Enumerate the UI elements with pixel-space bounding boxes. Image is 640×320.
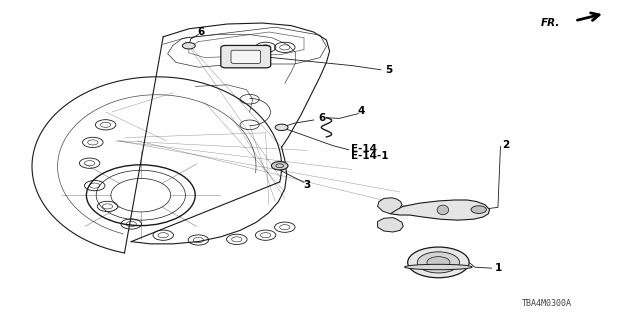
Text: E-14: E-14 <box>351 144 377 154</box>
Text: 6: 6 <box>197 27 205 37</box>
Circle shape <box>408 247 469 278</box>
Polygon shape <box>378 198 402 214</box>
Text: 6: 6 <box>318 113 325 124</box>
Text: 1: 1 <box>495 263 502 273</box>
Circle shape <box>271 162 288 170</box>
Ellipse shape <box>437 205 449 215</box>
Text: 4: 4 <box>358 106 365 116</box>
Text: TBA4M0300A: TBA4M0300A <box>522 299 572 308</box>
Circle shape <box>417 252 460 273</box>
Circle shape <box>275 124 288 131</box>
Polygon shape <box>378 218 403 232</box>
Text: E-14-1: E-14-1 <box>351 151 388 161</box>
Circle shape <box>427 257 450 268</box>
Polygon shape <box>390 200 490 220</box>
Ellipse shape <box>404 264 472 270</box>
FancyBboxPatch shape <box>221 45 271 68</box>
Text: 2: 2 <box>502 140 509 150</box>
Text: FR.: FR. <box>541 18 560 28</box>
Circle shape <box>471 206 486 213</box>
Circle shape <box>182 43 195 49</box>
FancyBboxPatch shape <box>231 50 260 63</box>
Text: 3: 3 <box>303 180 311 190</box>
Text: 5: 5 <box>385 65 392 75</box>
